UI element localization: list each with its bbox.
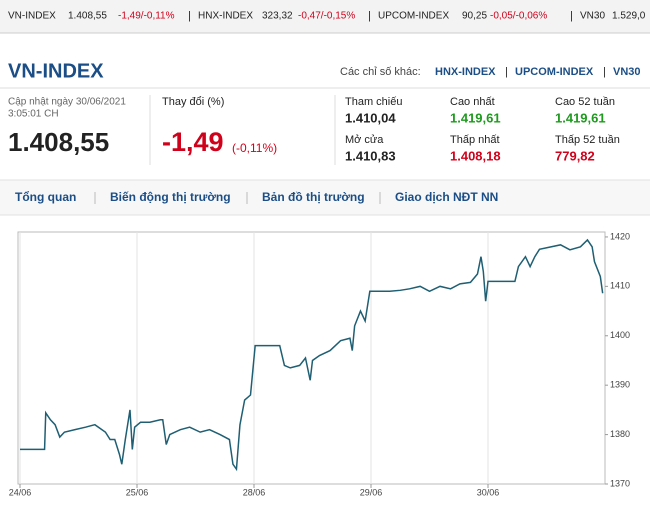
tabs: Tổng quan Biến động thị trường Bản đồ thị … xyxy=(15,190,498,204)
stat-grid: Tham chiếu 1.410,04 Cao nhất 1.419,61 Cao 52… xyxy=(345,96,620,164)
y-tick-label: 1390 xyxy=(610,380,630,390)
link[interactable]: HNX-INDEX xyxy=(435,66,496,78)
tab[interactable]: Biến động thị trường xyxy=(110,190,231,204)
ticker-name[interactable]: UPCOM-INDEX xyxy=(378,11,449,22)
y-tick-label: 1420 xyxy=(610,231,630,241)
tab[interactable]: Giao dịch NĐT NN xyxy=(395,190,498,204)
ticker-name[interactable]: VN30 xyxy=(580,11,605,22)
x-tick-label: 25/06 xyxy=(126,487,149,497)
stat-value: 1.410,83 xyxy=(345,148,396,163)
title: VN-INDEX xyxy=(8,60,104,82)
link[interactable]: UPCOM-INDEX xyxy=(515,66,594,78)
stat-value: 1.419,61 xyxy=(450,110,501,125)
x-tick-label: 30/06 xyxy=(477,487,500,497)
y-tick-label: 1400 xyxy=(610,330,630,340)
ticker-name[interactable]: HNX-INDEX xyxy=(198,11,253,22)
ticker-value: 1.529,0 xyxy=(612,11,646,22)
change-pct: (-0,11%) xyxy=(232,141,277,155)
ticker-change: -0,05/-0,06% xyxy=(490,11,547,22)
ticker-value: 323,32 xyxy=(262,11,293,22)
tab[interactable]: Tổng quan xyxy=(15,190,76,204)
stat-label: Cao nhất xyxy=(450,96,495,108)
stat-value: 1.410,04 xyxy=(345,110,396,125)
stat-value: 779,82 xyxy=(555,148,595,163)
plot-frame xyxy=(17,231,606,485)
x-tick-label: 24/06 xyxy=(9,487,32,497)
stat-label: Tham chiếu xyxy=(345,96,402,108)
y-tick-label: 1380 xyxy=(610,429,630,439)
updated: Cập nhật ngày 30/06/2021 xyxy=(8,97,126,108)
separator: | xyxy=(188,10,191,22)
ticker-name[interactable]: VN-INDEX xyxy=(8,11,56,22)
ticker-value: 90,25 xyxy=(462,11,487,22)
separator: | xyxy=(570,10,573,22)
stat-label: Mở cửa xyxy=(345,134,384,146)
link[interactable]: VN30 xyxy=(613,66,641,78)
ticker-value: 1.408,55 xyxy=(68,11,107,22)
stat-value: 1.419,61 xyxy=(555,110,606,125)
ticker-change: -0,47/-0,15% xyxy=(298,11,355,22)
x-tick-label: 28/06 xyxy=(243,487,266,497)
change-label: Thay đổi (%) xyxy=(162,96,224,108)
tab[interactable]: Bản đồ thị trường xyxy=(262,190,365,204)
stat-label: Thấp nhất xyxy=(450,134,500,146)
ticker-bar xyxy=(0,0,650,33)
separator: | xyxy=(368,10,371,22)
index-value: 1.408,55 xyxy=(8,127,109,157)
x-tick-label: 29/06 xyxy=(360,487,383,497)
stat-value: 1.408,18 xyxy=(450,148,501,163)
separator: | xyxy=(603,66,606,78)
price-line xyxy=(20,238,604,472)
separator: | xyxy=(505,66,508,78)
stat-label: Cao 52 tuần xyxy=(555,96,615,108)
chart: 24/06 25/06 28/06 29/06 30/06 1370 1380 1390 140… xyxy=(9,231,630,497)
ticker-change: -1,49/-0,11% xyxy=(118,11,175,22)
stat-label: Thấp 52 tuần xyxy=(555,134,620,146)
y-tick-label: 1370 xyxy=(610,478,630,488)
others-label: Các chỉ số khác: xyxy=(340,66,421,78)
updated-time: 3:05:01 CH xyxy=(8,109,59,120)
tab-bar xyxy=(0,180,650,215)
change: -1,49 xyxy=(162,127,224,157)
y-tick-label: 1410 xyxy=(610,281,630,291)
